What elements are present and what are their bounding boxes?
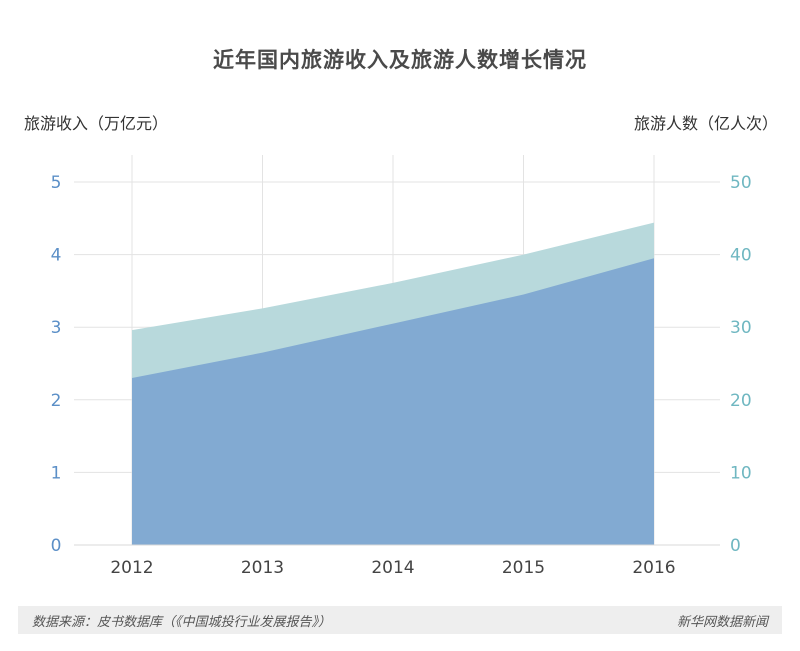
x-tick-label: 2012 <box>110 558 153 578</box>
left-y-tick-label: 0 <box>51 536 62 556</box>
right-y-tick-label: 40 <box>730 246 752 266</box>
right-y-tick-label: 50 <box>730 173 752 193</box>
right-y-tick-label: 10 <box>730 463 752 483</box>
x-tick-label: 2013 <box>241 558 284 578</box>
brand-credit: 新华网数据新闻 <box>676 615 768 630</box>
revenue-area <box>132 258 654 545</box>
left-y-tick-label: 5 <box>51 173 62 193</box>
footer-bar: 数据来源：皮书数据库（《中国城投行业发展报告》） 新华网数据新闻 <box>18 606 782 634</box>
x-tick-label: 2014 <box>371 558 414 578</box>
left-y-tick-label: 2 <box>51 391 62 411</box>
x-tick-label: 2015 <box>502 558 545 578</box>
right-y-tick-label: 20 <box>730 391 752 411</box>
x-tick-label: 2016 <box>632 558 675 578</box>
data-source: 数据来源：皮书数据库（《中国城投行业发展报告》） <box>32 615 332 630</box>
left-y-tick-label: 3 <box>51 318 62 338</box>
left-y-tick-label: 1 <box>51 463 62 483</box>
chart-title: 近年国内旅游收入及旅游人数增长情况 <box>213 48 587 72</box>
right-y-tick-label: 30 <box>730 318 752 338</box>
left-y-tick-label: 4 <box>51 246 62 266</box>
right-y-tick-label: 0 <box>730 536 741 556</box>
right-axis-title: 旅游人数（亿人次） <box>633 114 778 133</box>
left-axis-title: 旅游收入（万亿元） <box>24 114 169 133</box>
